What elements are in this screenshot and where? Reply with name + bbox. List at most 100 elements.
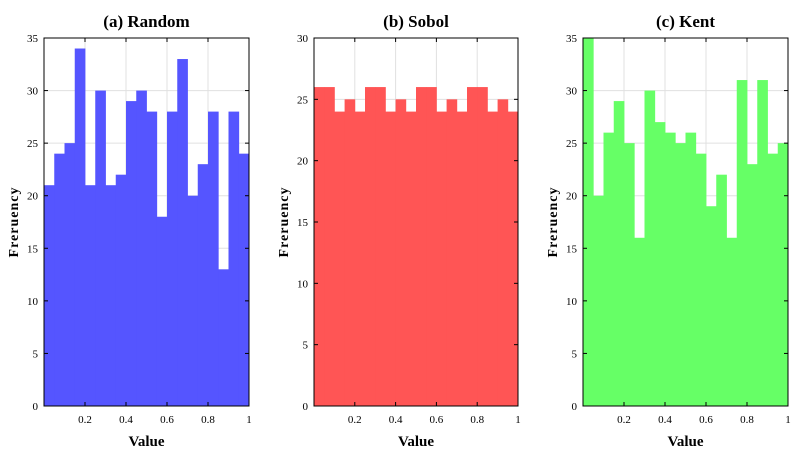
bar	[365, 87, 376, 407]
y-tick-label: 20	[27, 191, 39, 203]
x-tick-label: 0.8	[470, 414, 484, 426]
y-tick-label: 25	[566, 138, 578, 150]
bar	[477, 87, 488, 407]
y-tick-label: 35	[566, 33, 578, 45]
y-tick-label: 15	[27, 243, 39, 255]
bar	[126, 101, 137, 406]
bar	[334, 111, 345, 406]
x-tick-label: 0.4	[389, 414, 403, 426]
bar	[187, 195, 199, 406]
axes-box	[43, 37, 250, 407]
x-tick-label: 0.6	[160, 414, 174, 426]
bar	[385, 111, 396, 406]
y-tick-label: 0	[303, 401, 309, 413]
bar	[344, 99, 356, 406]
x-tick-label: 0.2	[348, 414, 362, 426]
bar	[64, 143, 76, 406]
x-tick-label: 0.6	[430, 414, 444, 426]
y-tick-label: 15	[297, 217, 309, 229]
y-tick-label: 25	[297, 94, 309, 106]
y-tick-label: 30	[566, 86, 578, 98]
bar	[747, 164, 758, 406]
bar	[354, 111, 366, 406]
y-tick-label: 15	[566, 243, 578, 255]
y-tick-label: 5	[33, 348, 39, 360]
bar	[44, 185, 55, 406]
bar	[767, 153, 779, 406]
bar	[395, 99, 407, 406]
y-tick-label: 35	[27, 33, 39, 45]
bar	[416, 87, 427, 407]
bar	[777, 143, 789, 406]
x-tick-label: 0.8	[201, 414, 215, 426]
bar	[467, 87, 478, 407]
bar	[375, 87, 386, 407]
bar	[54, 153, 65, 406]
chart-title: (c) Kent	[656, 12, 715, 31]
chart-title: (a) Random	[103, 12, 189, 31]
bar	[603, 132, 615, 406]
x-tick-label: 0.8	[740, 414, 754, 426]
bar	[115, 174, 127, 406]
bar	[228, 111, 240, 406]
bar	[665, 132, 676, 406]
y-tick-label: 10	[297, 278, 309, 290]
bar	[208, 111, 219, 406]
y-tick-label: 20	[566, 191, 578, 203]
bar	[675, 143, 686, 406]
bar	[654, 122, 666, 406]
bar	[456, 111, 468, 406]
x-tick-label: 1	[515, 414, 521, 426]
bar	[238, 153, 250, 406]
chart-panel-1: 0 5 10 15 20 25 30 0.2 0.4 0.6 0.8 1 (b) Sobol Value F…	[277, 12, 521, 450]
bar	[613, 101, 625, 406]
bar	[95, 90, 106, 407]
bar	[695, 153, 707, 406]
y-axis-label: Freruency	[7, 187, 22, 258]
bar	[177, 59, 188, 407]
y-tick-label: 0	[33, 401, 39, 413]
bar	[644, 90, 656, 407]
bar	[146, 111, 158, 406]
y-tick-label: 30	[27, 86, 39, 98]
bar	[487, 111, 498, 406]
bar	[593, 195, 604, 406]
x-tick-label: 0.6	[699, 414, 713, 426]
bar	[167, 111, 178, 406]
bar	[197, 164, 209, 406]
bar	[507, 111, 519, 406]
bar	[74, 48, 86, 407]
chart-panel-2: 0 5 10 15 20 25 30 35 0.2 0.4 0.6 0.8 1 (c) Kent Value…	[546, 12, 791, 450]
bar	[446, 99, 458, 406]
y-tick-label: 5	[572, 348, 578, 360]
x-tick-label: 0.4	[658, 414, 672, 426]
bar	[736, 80, 748, 407]
bar	[156, 216, 168, 406]
y-axis-label: Freruency	[277, 187, 292, 258]
x-tick-label: 1	[785, 414, 791, 426]
bar	[716, 174, 727, 406]
bar	[706, 206, 717, 406]
bar	[405, 111, 417, 406]
y-tick-label: 25	[27, 138, 39, 150]
y-tick-label: 0	[572, 401, 578, 413]
y-tick-label: 10	[27, 296, 39, 308]
bar	[726, 237, 738, 406]
bar	[426, 87, 437, 407]
y-tick-label: 5	[303, 340, 309, 352]
bar	[624, 143, 635, 406]
bar	[685, 132, 697, 406]
chart-title: (b) Sobol	[383, 12, 449, 31]
bar	[436, 111, 447, 406]
chart-panel-0: 0 5 10 15 20 25 30 35 0.2 0.4 0.6 0.8 1 (a) Random Val…	[7, 12, 252, 450]
y-tick-label: 10	[566, 296, 578, 308]
bar	[634, 237, 645, 406]
bar	[85, 185, 96, 406]
x-tick-label: 0.4	[119, 414, 133, 426]
x-axis-label: Value	[667, 434, 703, 450]
bar	[314, 87, 325, 407]
y-tick-label: 30	[297, 33, 309, 45]
x-tick-label: 0.2	[617, 414, 631, 426]
bar	[136, 90, 147, 407]
